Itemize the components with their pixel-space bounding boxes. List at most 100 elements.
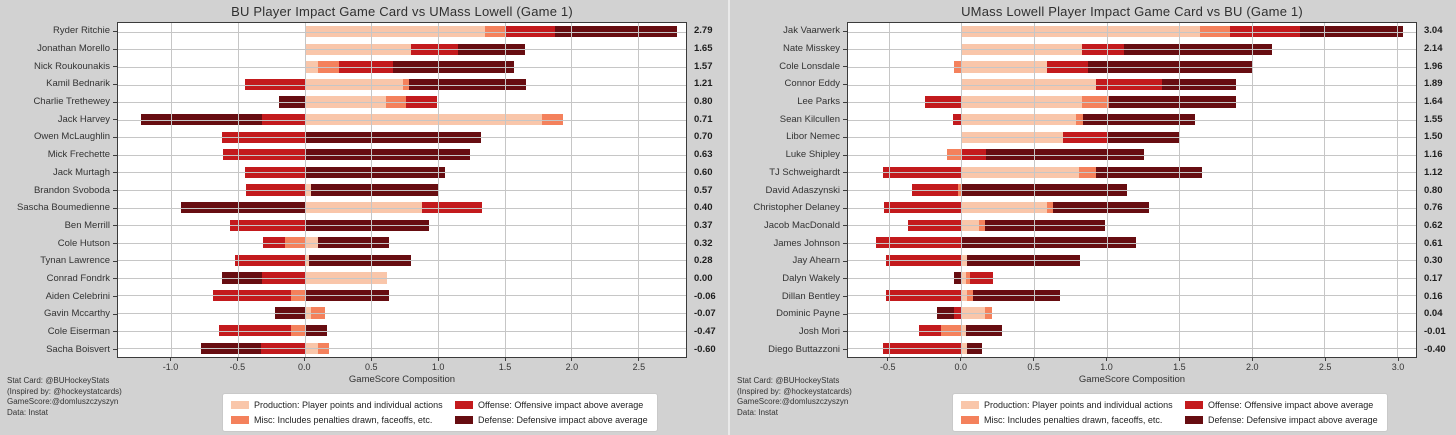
player-total: 0.63 [694,149,713,161]
credit-line: Data: Instat [737,407,778,417]
player-total: 0.61 [1424,237,1443,249]
x-tick-mark [887,357,889,361]
y-tick-mark [842,296,847,298]
player-total: 1.96 [1424,60,1443,72]
gridline-y [848,172,1416,174]
player-name: Diego Buttazzoni [768,343,840,355]
x-tick-mark [571,357,573,361]
y-tick-mark [112,331,117,333]
bar-segment-offense [422,201,482,214]
x-axis-tick-labels: -1.0 -0.5 0.0 0.5 1.0 1.5 2.0 2.5 [117,362,687,373]
gridline-y [118,225,686,227]
player-name: Brandon Svoboda [33,184,110,196]
player-total: 0.30 [1424,255,1443,267]
player-name: David Adaszynski [765,184,840,196]
gridline-y [848,277,1416,279]
gridline-y [118,190,686,191]
x-tick-mark [1033,357,1035,361]
player-total: 0.32 [694,237,713,249]
bar-segment-misc [1047,201,1053,214]
player-name: Ryder Ritchie [52,25,110,37]
player-name: Jak Vaarwerk [783,25,840,37]
player-total: -0.40 [1424,343,1446,355]
player-name: Jonathan Morello [37,43,110,55]
player-total: 0.28 [694,255,713,267]
gridline-y [848,31,1416,33]
legend-item-misc: Misc: Includes penalties drawn, faceoffs… [231,415,455,425]
credit-line: Stat Card: @BUHockeyStats [7,376,110,385]
x-tick-label: 2.5 [632,362,646,372]
y-tick-mark [842,30,847,32]
player-total: 1.57 [694,60,713,72]
player-total: 0.17 [1424,272,1443,284]
bar-segment-defense [304,219,429,231]
y-tick-mark [112,296,117,298]
legend-label: Production: Player points and individual… [254,400,443,411]
chart-bu: BU Player Impact Game Card vs UMass Lowe… [7,4,716,432]
y-tick-mark [112,48,117,50]
offense-swatch-icon [455,401,473,410]
chart-title: BU Player Impact Game Card vs UMass Lowe… [231,4,573,19]
gridline-y [118,313,686,315]
player-total: 0.71 [694,113,713,125]
x-tick-label: 3.0 [1391,362,1405,372]
y-tick-mark [842,172,847,174]
player-name: Cole Eiserman [47,325,110,337]
legend-item-offense: Offense: Offensive impact above average [455,400,649,410]
player-total: 0.62 [1424,219,1443,231]
player-name: Aiden Celebrini [45,290,110,302]
player-name: Owen McLaughlin [33,131,110,143]
player-total: -0.60 [694,343,716,355]
x-tick-mark [1251,357,1253,361]
bar-segment-defense [984,219,1106,231]
gridline-y [118,119,686,121]
legend-item-defense: Defense: Defensive impact above average [1185,415,1379,425]
y-tick-mark [842,260,847,262]
gridline-y [118,84,686,86]
gridline-y [118,102,686,104]
player-name: Tynan Lawrence [40,255,110,267]
y-tick-mark [842,119,847,121]
player-name: Nick Roukounakis [33,60,110,72]
y-tick-mark [112,260,117,262]
player-total: 0.16 [1424,290,1443,302]
legend-item-production: Production: Player points and individual… [231,400,455,410]
bar-segment-offense [911,184,959,196]
misc-swatch-icon [961,415,979,424]
x-tick-label: 1.0 [431,362,445,372]
legend-label: Offense: Offensive impact above average [478,400,644,411]
y-tick-mark [112,101,117,103]
y-tick-mark [842,101,847,103]
y-tick-mark [842,207,847,209]
player-total: 0.00 [694,272,713,284]
x-tick-mark [370,357,372,361]
legend: Production: Player points and individual… [952,393,1388,432]
y-axis-player-names: Jak Vaarwerk Nate Misskey Cole Lonsdale Con… [732,22,840,358]
bar-segment-defense [961,184,1127,196]
credit-line: GameScore:@domluszczyszyn [737,397,849,407]
gridline-y [848,190,1416,191]
y-tick-mark [112,172,117,174]
x-tick-label: -1.0 [162,362,179,372]
player-total: 1.55 [1424,113,1443,125]
gridline-y [118,172,686,174]
player-name: Christopher Delaney [753,202,840,214]
player-total: 0.40 [694,202,713,214]
player-name: Dillan Bentley [781,290,840,302]
legend-item-misc: Misc: Includes penalties drawn, faceoffs… [961,415,1185,425]
x-tick-mark [1178,357,1180,361]
player-name: Connor Eddy [784,78,840,90]
player-name: Luke Shipley [785,149,840,161]
legend-item-production: Production: Player points and individual… [961,400,1185,410]
player-total: 0.57 [694,184,713,196]
player-total: 0.04 [1424,308,1443,320]
player-name: Josh Mori [798,325,840,337]
player-name: Kamil Bednarik [46,78,110,90]
gridline-y [848,242,1416,244]
y-tick-mark [842,313,847,315]
x-tick-label: 0.0 [298,362,311,372]
gridline-y [848,119,1416,121]
credits: Stat Card: @BUHockeyStats (Inspired by: … [737,376,852,418]
y-tick-mark [842,66,847,68]
production-swatch-icon [961,401,979,410]
